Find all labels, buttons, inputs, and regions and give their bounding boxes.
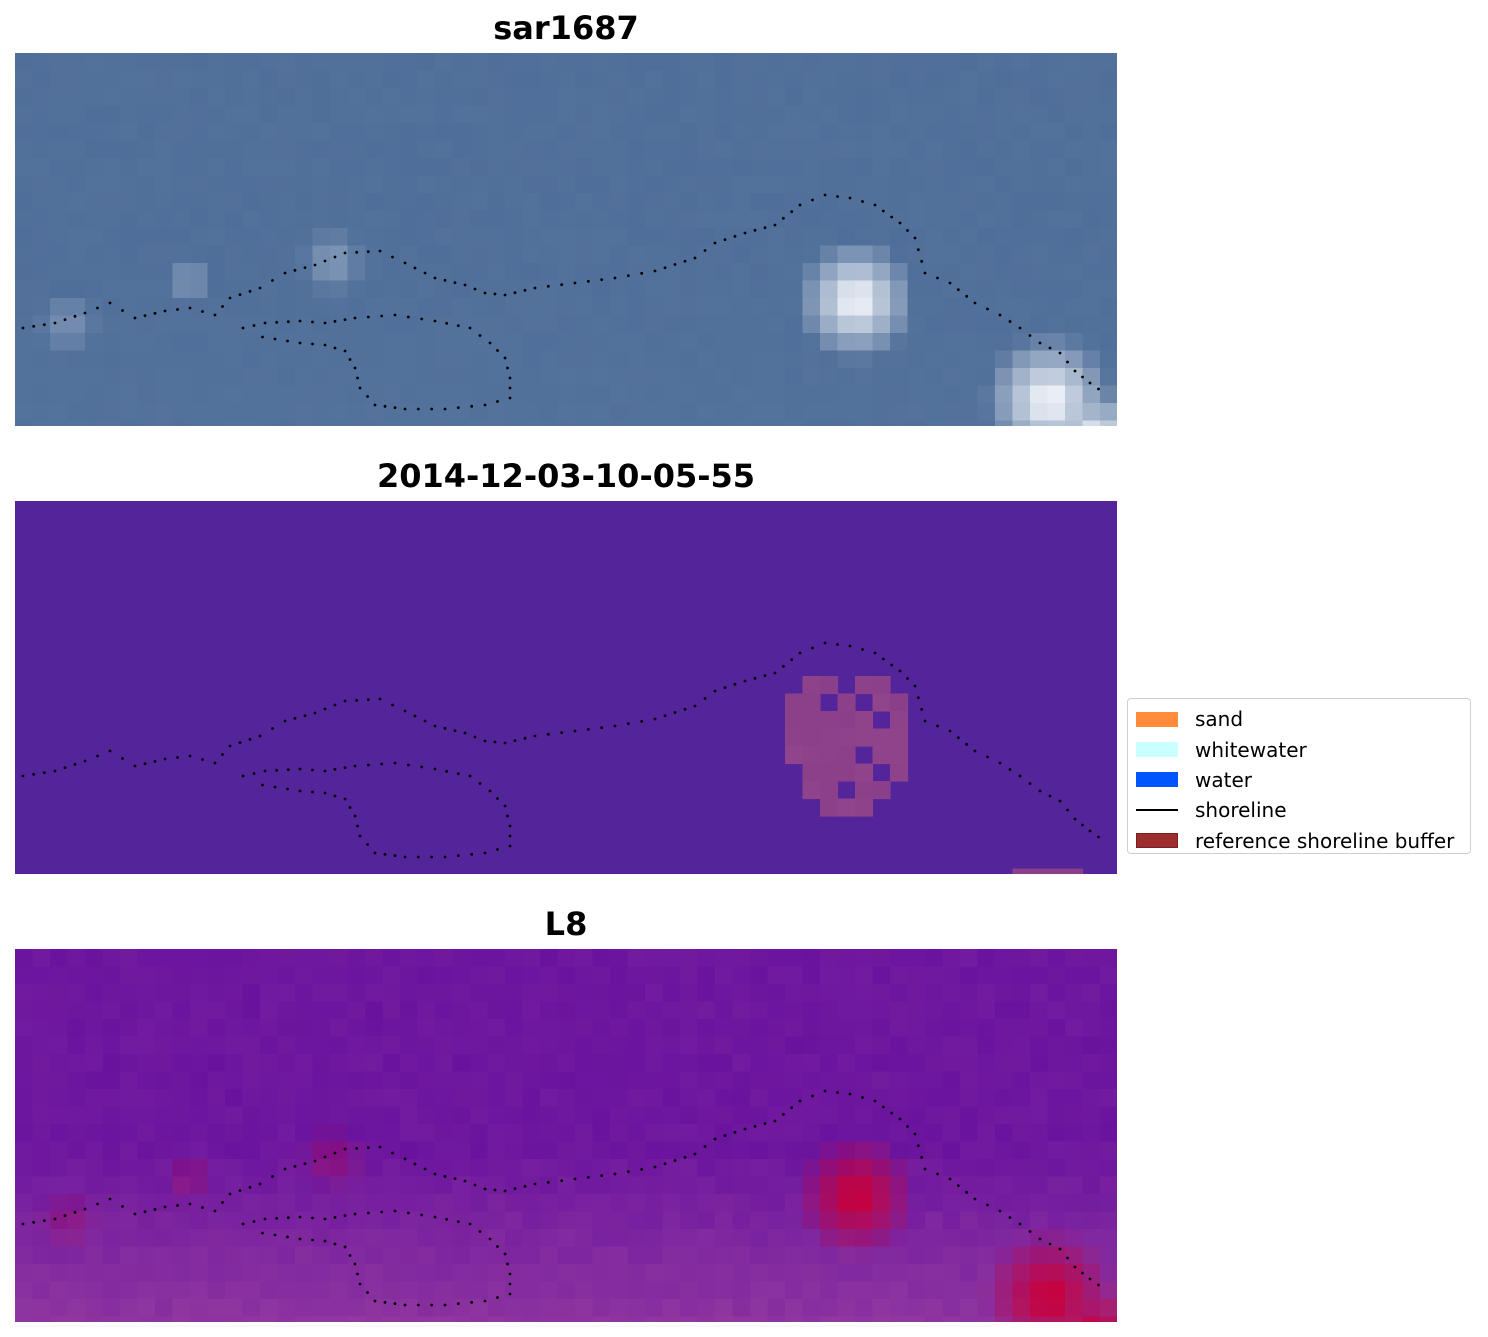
l8-image-canvas (15, 949, 1117, 1322)
legend-item-water: water (1136, 765, 1462, 795)
legend-item-reference-buffer: reference shoreline buffer (1136, 826, 1462, 856)
reference-buffer-swatch (1136, 833, 1178, 849)
panel-title-l8: L8 (544, 905, 588, 943)
shoreline-path (21, 1089, 1100, 1307)
classification-image-canvas (15, 501, 1117, 874)
sar-image-canvas (15, 53, 1117, 426)
shoreline-swatch (1136, 809, 1178, 812)
panel-classification-image (15, 501, 1117, 874)
panel-title-sar: sar1687 (493, 9, 639, 47)
legend-item-whitewater: whitewater (1136, 734, 1462, 764)
panel-l8-image (15, 949, 1117, 1322)
legend: sand whitewater water shoreline referenc… (1127, 698, 1471, 854)
water-swatch (1136, 772, 1178, 788)
shoreline-path (21, 193, 1100, 411)
panel-sar-image (15, 53, 1117, 426)
legend-item-sand: sand (1136, 704, 1462, 734)
panel-title-classification: 2014-12-03-10-05-55 (376, 457, 756, 495)
sand-swatch (1136, 711, 1178, 727)
legend-item-shoreline: shoreline (1136, 795, 1462, 825)
shoreline-path (21, 641, 1100, 859)
whitewater-swatch (1136, 742, 1178, 758)
